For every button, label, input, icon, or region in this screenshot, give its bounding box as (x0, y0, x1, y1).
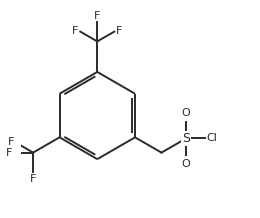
Text: F: F (30, 174, 36, 184)
Text: F: F (8, 137, 14, 147)
Text: O: O (182, 108, 190, 118)
Text: S: S (182, 132, 190, 145)
Text: F: F (116, 26, 122, 36)
Text: O: O (182, 159, 190, 169)
Text: F: F (6, 148, 12, 158)
Text: F: F (94, 11, 100, 21)
Text: F: F (72, 26, 79, 36)
Text: Cl: Cl (206, 133, 217, 143)
